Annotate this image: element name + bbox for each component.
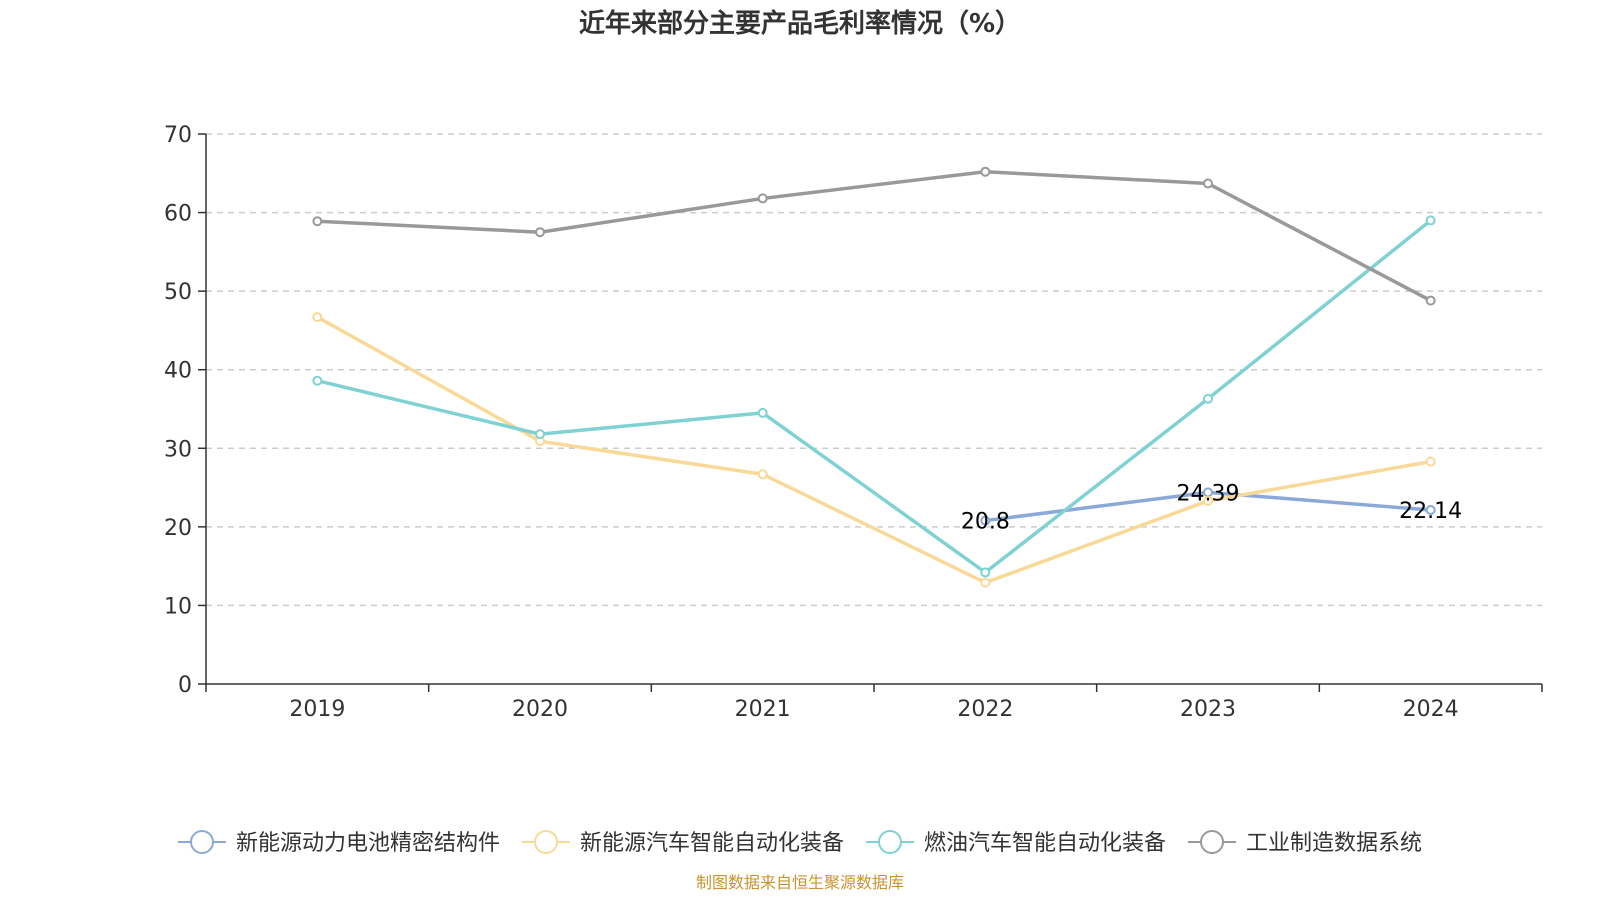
- legend-item-1[interactable]: 新能源汽车智能自动化装备: [522, 830, 844, 856]
- y-tick-label: 20: [164, 516, 192, 541]
- x-tick-label: 2022: [957, 697, 1013, 722]
- data-point: [1425, 456, 1436, 467]
- y-tick-label: 30: [164, 437, 192, 462]
- data-label: 24.39: [1177, 481, 1240, 506]
- data-point: [1425, 505, 1436, 516]
- legend-marker-icon: [1200, 830, 1224, 854]
- grid-lines: [206, 133, 1542, 607]
- data-labels: 20.8 24.39 22.14: [961, 481, 1462, 534]
- y-tick-label: 10: [164, 594, 192, 619]
- x-tick-label: 2020: [512, 697, 568, 722]
- series-line: [315, 169, 1433, 303]
- data-point: [757, 193, 768, 204]
- x-tick-label: 2021: [735, 697, 791, 722]
- data-point: [1425, 215, 1436, 226]
- data-point: [980, 515, 991, 526]
- series-line: [315, 315, 1433, 585]
- data-point: [1203, 495, 1213, 506]
- legend-marker-icon: [534, 830, 558, 854]
- data-point: [535, 429, 545, 440]
- series-3: [312, 166, 1436, 306]
- x-tick-label: 2019: [289, 697, 345, 722]
- legend-item-2[interactable]: 燃油汽车智能自动化装备: [866, 830, 1166, 856]
- data-point: [535, 227, 545, 238]
- legend-label: 新能源动力电池精密结构件: [236, 831, 500, 856]
- data-point: [757, 407, 768, 418]
- y-tick-label: 70: [164, 123, 192, 148]
- series-line: [315, 218, 1433, 575]
- y-tick-label: 40: [164, 359, 192, 384]
- data-point: [980, 577, 991, 588]
- legend-marker-icon: [190, 830, 214, 854]
- y-tick-label: 60: [164, 202, 192, 227]
- data-label: 20.8: [961, 510, 1010, 535]
- data-label: 22.14: [1399, 499, 1462, 524]
- legend-label: 燃油汽车智能自动化装备: [924, 831, 1166, 856]
- y-tick-label: 0: [178, 673, 192, 698]
- data-point: [1203, 393, 1213, 404]
- axes: 0 10 20 30 40 50 60 70 2019 2020 2021 2022 2023 2024: [164, 123, 1543, 722]
- legend-label: 新能源汽车智能自动化装备: [580, 831, 844, 856]
- legend-item-0[interactable]: 新能源动力电池精密结构件: [178, 830, 500, 856]
- chart-title: 近年来部分主要产品毛利率情况（%）: [579, 8, 1021, 39]
- source-note: 制图数据来自恒生聚源数据库: [696, 873, 904, 892]
- series-1: [312, 312, 1436, 588]
- y-tick-label: 50: [164, 280, 192, 305]
- legend-label: 工业制造数据系统: [1246, 831, 1422, 856]
- series-0: [980, 487, 1436, 526]
- data-point: [980, 166, 991, 177]
- data-point: [312, 375, 323, 386]
- series-2: [312, 215, 1436, 578]
- legend-item-3[interactable]: 工业制造数据系统: [1188, 830, 1422, 856]
- legend-marker-icon: [878, 830, 902, 854]
- x-tick-label: 2024: [1403, 697, 1459, 722]
- data-point: [1425, 295, 1436, 306]
- data-point: [757, 469, 768, 480]
- data-point: [980, 567, 991, 578]
- series-lines: [312, 166, 1436, 588]
- x-tick-label: 2023: [1180, 697, 1236, 722]
- data-point: [312, 216, 323, 227]
- data-point: [1203, 178, 1213, 189]
- legend[interactable]: 新能源动力电池精密结构件 新能源汽车智能自动化装备 燃油汽车智能自动化装备 工业制造数…: [178, 830, 1422, 856]
- data-point: [312, 312, 323, 323]
